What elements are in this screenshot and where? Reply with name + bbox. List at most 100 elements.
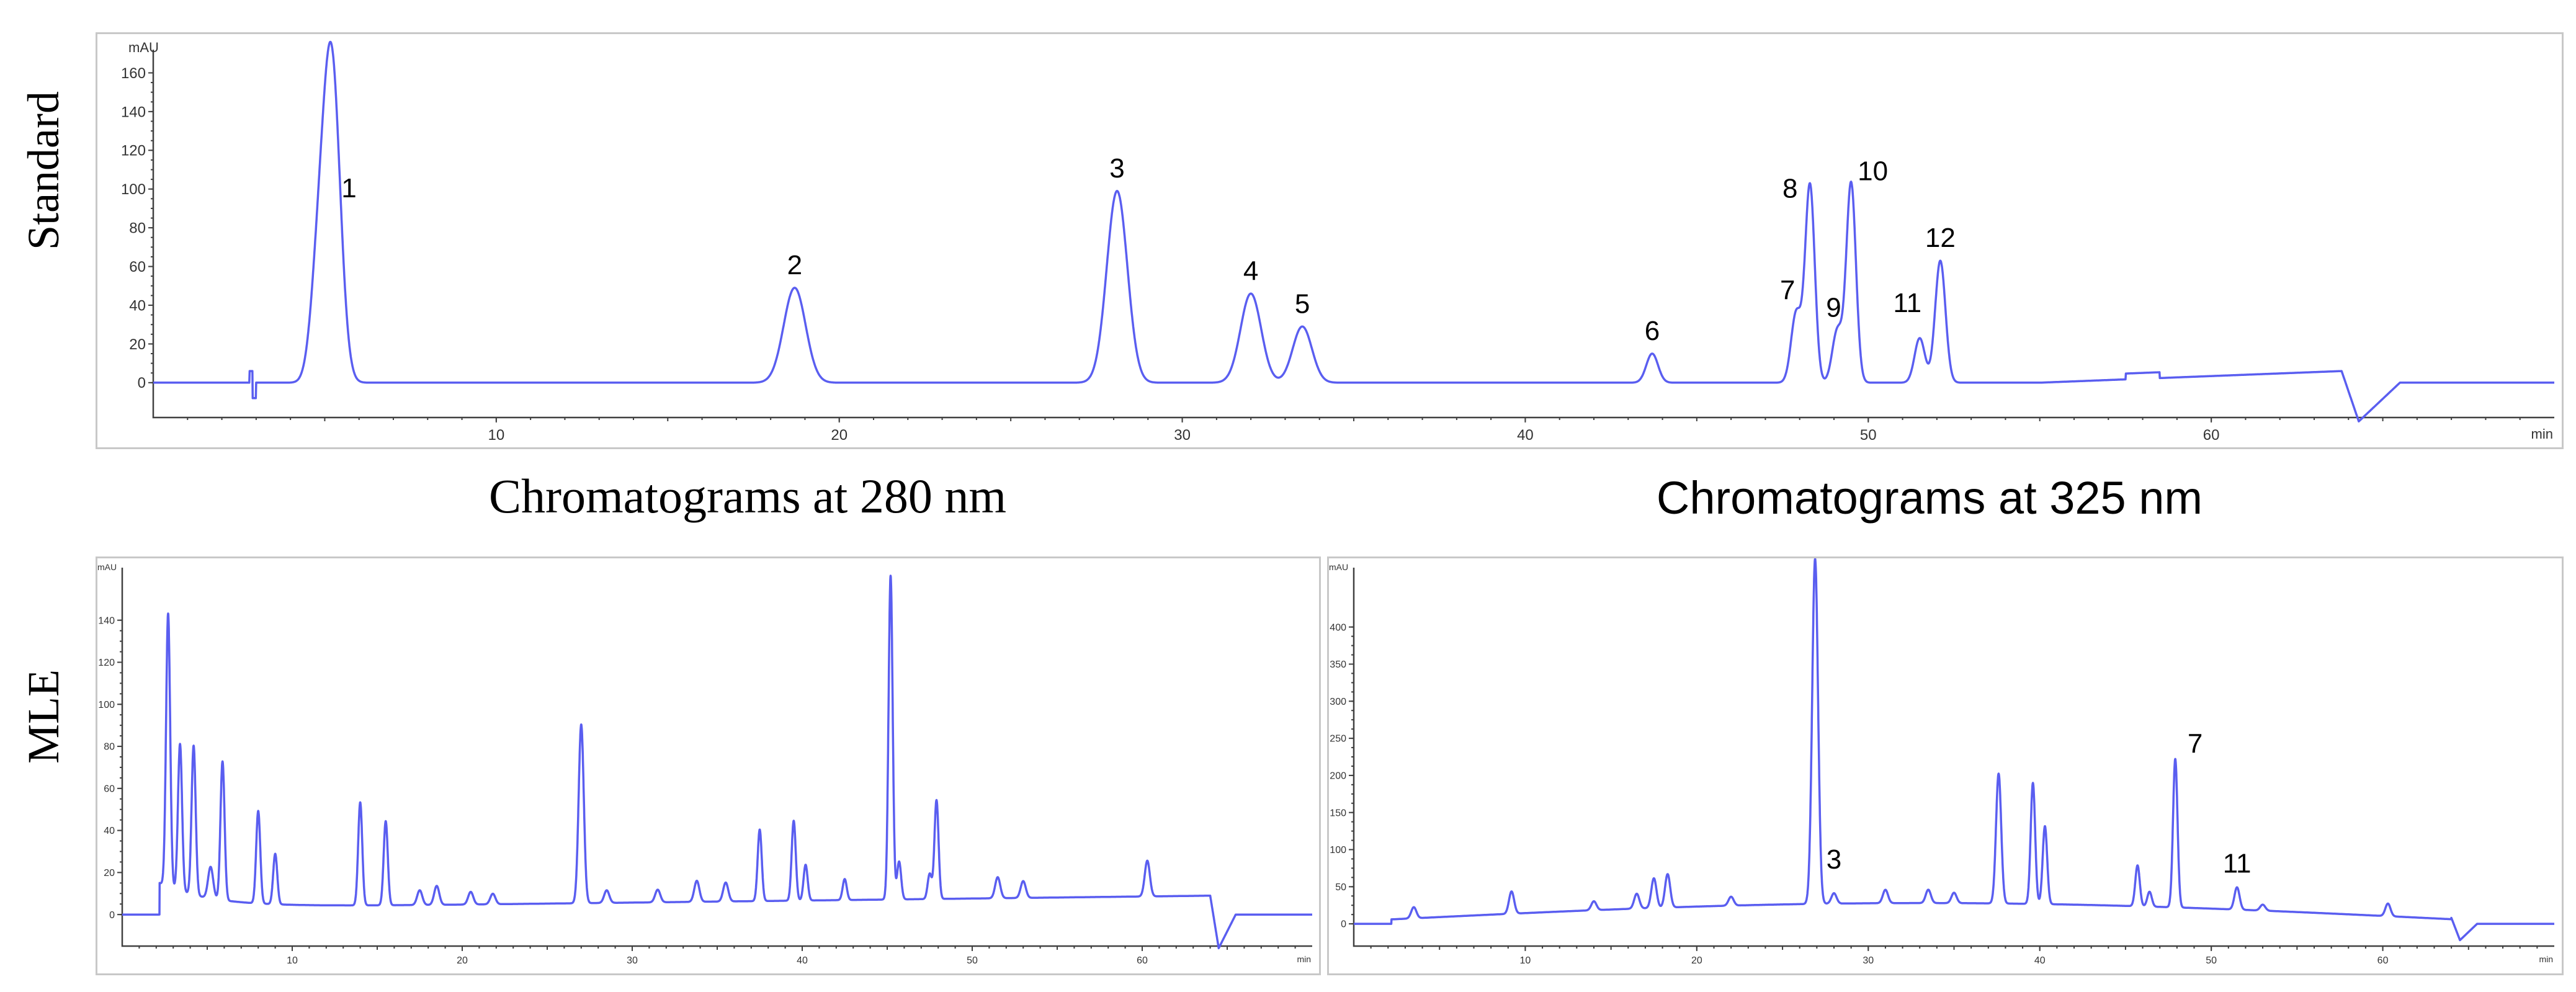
y-tick: 300 [1330,697,1354,707]
x-tick: 20 [831,418,847,444]
x-tick-label: 20 [1691,955,1702,966]
y-tick: 140 [121,104,153,120]
x-tick-label: 50 [967,955,978,966]
y-tick: 100 [121,181,153,198]
y-tick: 100 [1330,845,1354,856]
caption-280: Chromatograms at 280 nm [488,469,1007,523]
y-unit-label: mAU [128,40,159,55]
peak-label: 5 [1295,288,1310,319]
y-tick: 50 [1335,882,1354,893]
row-label-standard: Standard [19,91,68,250]
x-tick-label: 40 [797,955,808,966]
peak-label: 6 [1645,316,1660,346]
peak-10: 10 [1858,156,1888,186]
peak-1: 1 [341,173,356,203]
y-tick-label: 150 [1330,808,1346,818]
peak-label: 9 [1826,293,1841,323]
peak-label: 12 [1925,223,1956,253]
y-tick-label: 350 [1330,659,1346,670]
y-tick-label: 0 [1341,919,1346,930]
y-tick-label: 140 [121,104,146,120]
panel-mle-325: 0 50 100 150 200 250 300 350 400 mAU 10 20 30 40 50 60 m… [1327,556,2564,975]
y-tick: 120 [121,143,153,159]
peak-label: 10 [1858,156,1888,186]
y-tick: 100 [98,700,122,710]
axis-lines [121,568,1312,947]
x-unit-label: min [2539,954,2553,964]
peak-7: 7 [2188,728,2203,759]
y-tick: 150 [1330,808,1354,818]
peak-12: 12 [1925,223,1956,253]
y-tick: 40 [129,297,153,314]
peak-label: 7 [2188,728,2203,759]
axis-lines [1353,568,2554,947]
chart-mle-280: 0 20 40 60 80 100 120 140 mAU 10 20 30 40 50 60 min [97,562,1313,966]
y-tick: 400 [1330,622,1354,633]
x-tick-label: 20 [831,427,847,444]
y-tick-label: 60 [129,259,146,275]
y-tick-label: 50 [1335,882,1346,893]
x-tick-label: 10 [1520,955,1531,966]
y-tick-label: 20 [104,868,115,878]
peak-label: 11 [2223,848,2252,878]
x-tick-label: 60 [1137,955,1148,966]
peak-11: 11 [1893,288,1921,318]
y-tick-label: 400 [1330,622,1346,633]
y-tick: 20 [129,336,153,353]
x-tick: 10 [488,418,504,444]
y-tick: 200 [1330,771,1354,782]
y-tick-label: 20 [129,336,146,353]
row-label-mle: MLE [19,669,68,764]
peak-5: 5 [1295,288,1310,319]
y-tick-label: 120 [98,658,115,668]
y-tick-label: 80 [129,220,146,237]
y-tick: 250 [1330,734,1354,744]
y-tick-label: 100 [98,700,115,710]
x-tick-label: 30 [627,955,638,966]
peak-label: 8 [1782,173,1797,203]
peak-label: 11 [1893,288,1921,318]
panel-mle-280: 0 20 40 60 80 100 120 140 mAU 10 20 30 40 50 60 min [96,556,1321,975]
y-tick: 60 [129,259,153,275]
y-tick-label: 250 [1330,734,1346,744]
peak-11: 11 [2223,848,2252,878]
peak-label: 4 [1243,256,1258,286]
y-tick: 350 [1330,659,1354,670]
x-tick-label: 60 [2377,955,2389,966]
x-tick-label: 20 [457,955,468,966]
y-tick-label: 60 [104,784,115,794]
chromatogram-trace [152,40,2556,422]
x-tick-label: 50 [2206,955,2217,966]
peak-label: 2 [787,250,802,280]
y-unit-label: mAU [97,562,117,572]
peak-7: 7 [1780,275,1795,305]
y-tick-label: 40 [104,826,115,836]
peak-unlabeled-1 [317,285,318,287]
peak-3: 3 [1827,844,1841,875]
y-tick-label: 160 [121,65,146,82]
y-tick-label: 300 [1330,697,1346,707]
x-tick: 60 [2203,418,2219,444]
x-tick-label: 40 [2034,955,2046,966]
panel-standard: 0 20 40 60 80 100 120 140 160 mAU 10 20 30 40 50 60 min 1… [96,32,2564,449]
y-tick-label: 100 [1330,845,1346,856]
peak-6: 6 [1645,316,1660,346]
y-tick: 140 [98,615,122,626]
peak-3: 3 [1109,153,1124,184]
y-tick-label: 40 [129,297,146,314]
chromatogram-trace [121,574,1313,950]
peak-4: 4 [1243,256,1258,286]
y-tick: 20 [104,868,122,878]
chromatogram-trace [1353,558,2556,942]
y-tick: 0 [109,910,122,921]
y-tick-label: 140 [98,615,115,626]
chart-mle-325: 0 50 100 150 200 250 300 350 400 mAU 10 20 30 40 50 60 m… [1329,558,2556,966]
peak-label: 1 [341,173,356,203]
x-unit-label: min [1297,954,1311,964]
y-tick: 40 [104,826,122,836]
y-tick: 0 [1341,919,1354,930]
y-tick: 120 [98,658,122,668]
peak-label: 7 [1780,275,1795,305]
y-unit-label: mAU [1329,562,1348,572]
peak-9: 9 [1826,293,1841,323]
